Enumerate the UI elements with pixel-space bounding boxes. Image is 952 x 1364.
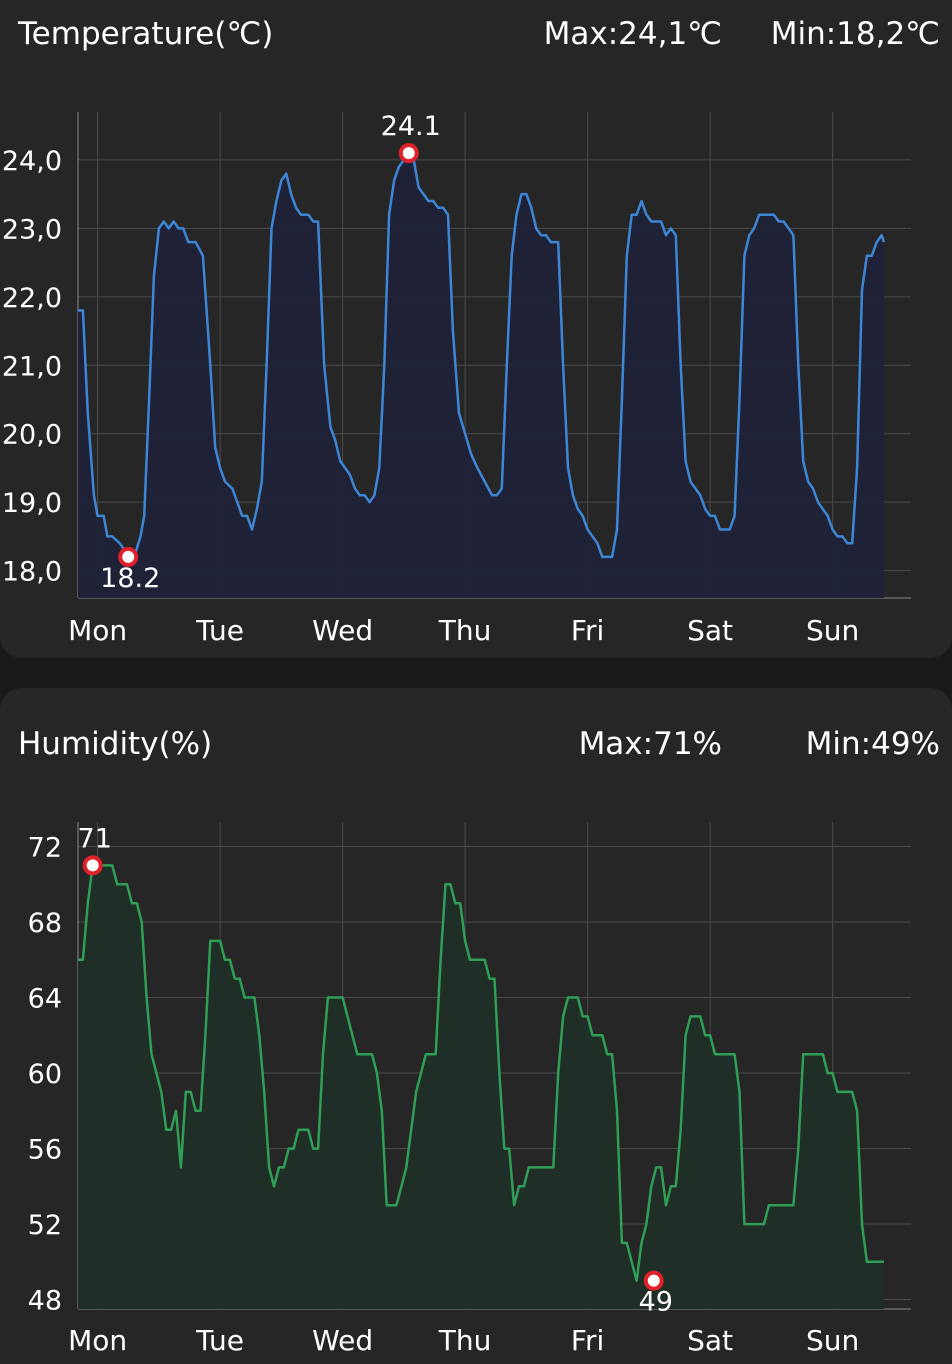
hum-ytick-label: 68: [28, 908, 62, 939]
hum-xtick-label: Wed: [312, 1324, 373, 1357]
temp-xtick-label: Mon: [68, 614, 127, 647]
hum-ytick-label: 52: [28, 1210, 62, 1241]
temperature-chart: 18,0 19,0 20,0 21,0 22,0 23,0 24,0 Mon Tue Wed Thu…: [2, 111, 911, 647]
temp-ytick-label: 18,0: [2, 557, 62, 588]
humidity-max-label: Max:71%: [578, 726, 722, 762]
hum-series-area: [78, 865, 884, 1309]
temp-xtick-label: Thu: [438, 614, 492, 647]
temp-ytick-label: 19,0: [2, 488, 62, 519]
hum-extreme-label: 49: [639, 1287, 673, 1318]
temp-extreme-marker: [118, 546, 139, 567]
temperature-max-label: Max:24,1℃: [543, 16, 722, 52]
temp-ytick-label: 21,0: [2, 351, 62, 382]
hum-xtick-label: Tue: [195, 1324, 244, 1357]
temp-ytick-label: 22,0: [2, 283, 62, 314]
temp-xtick-label: Fri: [571, 614, 604, 647]
temp-ytick-label: 20,0: [2, 420, 62, 451]
temp-extreme-marker: [398, 143, 419, 164]
hum-xtick-label: Mon: [68, 1324, 127, 1357]
hum-ytick-label: 60: [28, 1059, 62, 1090]
hum-ytick-label: 72: [28, 833, 62, 864]
hum-extreme-label: 71: [78, 823, 112, 854]
hum-extreme-marker: [82, 855, 103, 876]
hum-xtick-label: Fri: [571, 1324, 604, 1357]
humidity-min-label: Min:49%: [805, 726, 940, 762]
hum-xtick-label: Thu: [438, 1324, 492, 1357]
hum-xtick-label: Sun: [806, 1324, 859, 1357]
temp-xtick-label: Tue: [195, 614, 244, 647]
hum-series-line: [78, 864, 884, 1282]
hum-extreme-marker: [643, 1270, 664, 1291]
temp-extreme-label: 18.2: [100, 563, 160, 594]
temp-ytick-label: 24,0: [2, 146, 62, 177]
temp-extreme-label: 24.1: [381, 111, 441, 142]
temp-ytick-label: 23,0: [2, 214, 62, 245]
temperature-title: Temperature(℃): [18, 16, 274, 52]
temp-series-area: [78, 153, 884, 598]
hum-xtick-label: Sat: [687, 1324, 733, 1357]
humidity-title: Humidity(%): [18, 726, 213, 762]
hum-ytick-label: 64: [28, 984, 62, 1015]
hum-ytick-label: 56: [28, 1135, 62, 1166]
temp-xtick-label: Sat: [687, 614, 733, 647]
temperature-min-label: Min:18,2℃: [770, 16, 940, 52]
temp-xtick-label: Wed: [312, 614, 373, 647]
hum-ytick-label: 48: [28, 1286, 62, 1317]
temp-series-line: [78, 151, 886, 559]
temp-xtick-label: Sun: [806, 614, 859, 647]
